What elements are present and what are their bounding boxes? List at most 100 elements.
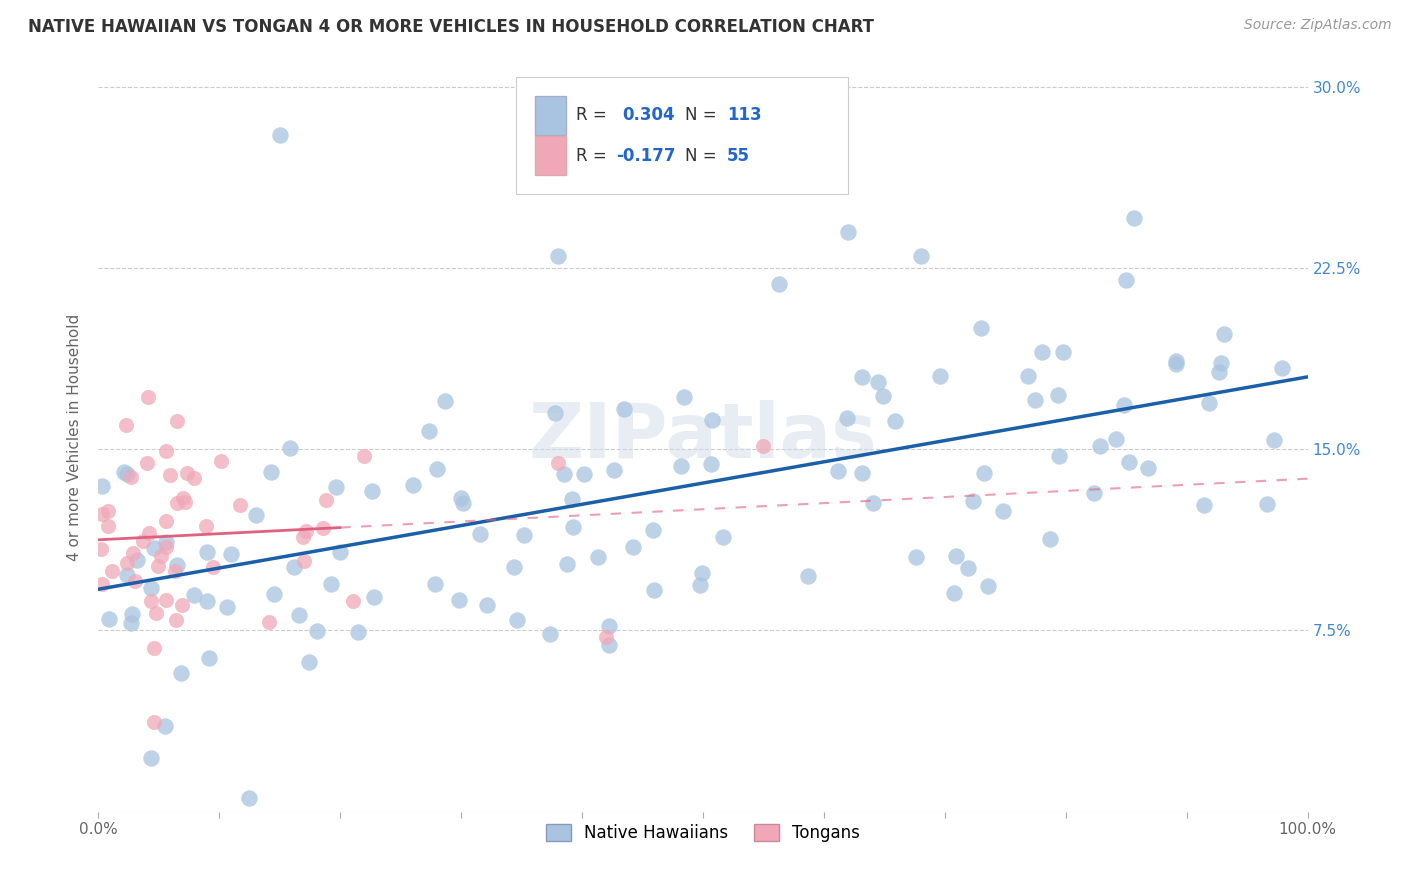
Point [329, 545, 352, 559]
Point [238, 790, 260, 805]
Point [115, 568, 138, 582]
Point [115, 557, 138, 571]
Point [260, 465, 283, 479]
Point [166, 496, 188, 510]
FancyBboxPatch shape [534, 96, 567, 135]
Point [166, 558, 188, 572]
Point [643, 582, 665, 597]
Point [905, 550, 928, 565]
Point [945, 549, 967, 563]
Point [453, 496, 475, 510]
Point [513, 528, 536, 542]
Text: R =: R = [576, 147, 612, 165]
Point [598, 638, 620, 652]
Point [426, 461, 449, 475]
Point [138, 525, 160, 540]
Point [1198, 396, 1220, 410]
Point [851, 466, 873, 480]
Point [956, 561, 979, 575]
Point [155, 443, 177, 458]
Point [1164, 357, 1187, 371]
Point [97, 504, 120, 518]
Point [141, 582, 163, 596]
Point [353, 449, 375, 463]
Point [866, 375, 889, 389]
Point [142, 541, 165, 556]
Point [176, 467, 198, 481]
Point [544, 406, 567, 420]
Point [291, 530, 314, 544]
Point [173, 494, 195, 508]
Text: 0.304: 0.304 [621, 106, 675, 124]
Point [101, 564, 124, 578]
Point [112, 465, 135, 479]
Point [150, 549, 173, 563]
Point [165, 564, 187, 578]
Point [153, 719, 176, 733]
Point [91, 479, 114, 493]
Text: Source: ZipAtlas.com: Source: ZipAtlas.com [1244, 18, 1392, 32]
Point [588, 550, 610, 565]
Point [136, 456, 159, 470]
Point [139, 594, 162, 608]
Point [547, 249, 569, 263]
Point [97, 612, 120, 626]
Point [943, 586, 966, 600]
Text: NATIVE HAWAIIAN VS TONGAN 4 OR MORE VEHICLES IN HOUSEHOLD CORRELATION CHART: NATIVE HAWAIIAN VS TONGAN 4 OR MORE VEHI… [28, 18, 875, 36]
Point [1105, 433, 1128, 447]
Point [835, 410, 858, 425]
Point [298, 655, 321, 669]
Point [283, 559, 305, 574]
Point [555, 558, 578, 572]
Point [155, 535, 177, 549]
Point [752, 439, 775, 453]
Point [1017, 368, 1039, 383]
Point [195, 545, 218, 559]
Point [145, 606, 167, 620]
Point [120, 615, 142, 630]
Point [115, 418, 138, 433]
Point [595, 630, 617, 644]
Point [768, 277, 790, 292]
Point [598, 618, 620, 632]
Point [219, 547, 242, 561]
Point [962, 493, 984, 508]
Point [1123, 211, 1146, 225]
Point [1112, 398, 1135, 412]
Point [115, 467, 138, 482]
Point [295, 524, 318, 539]
Point [91, 507, 114, 521]
Point [690, 566, 713, 581]
Point [96, 519, 118, 533]
Point [475, 599, 498, 613]
Point [183, 471, 205, 485]
Point [1263, 433, 1285, 447]
Text: ZIPatlas: ZIPatlas [529, 401, 877, 474]
Point [1088, 439, 1111, 453]
Point [155, 592, 177, 607]
Point [561, 492, 583, 507]
Point [155, 515, 177, 529]
Point [1271, 361, 1294, 376]
Point [425, 576, 447, 591]
FancyBboxPatch shape [516, 78, 848, 194]
Point [347, 625, 370, 640]
Point [468, 527, 491, 541]
Point [503, 560, 526, 574]
Point [305, 624, 328, 639]
Point [862, 496, 884, 510]
Point [1164, 353, 1187, 368]
Point [1137, 460, 1160, 475]
Point [1083, 486, 1105, 500]
Y-axis label: 4 or more Vehicles in Household: 4 or more Vehicles in Household [67, 313, 83, 561]
Point [669, 458, 692, 473]
Text: N =: N = [685, 147, 721, 165]
Text: 113: 113 [727, 106, 762, 124]
Point [672, 390, 695, 404]
Point [613, 401, 636, 416]
Text: N =: N = [685, 106, 721, 124]
Point [1024, 393, 1046, 408]
Point [321, 576, 343, 591]
Point [155, 541, 177, 555]
Point [312, 521, 335, 535]
